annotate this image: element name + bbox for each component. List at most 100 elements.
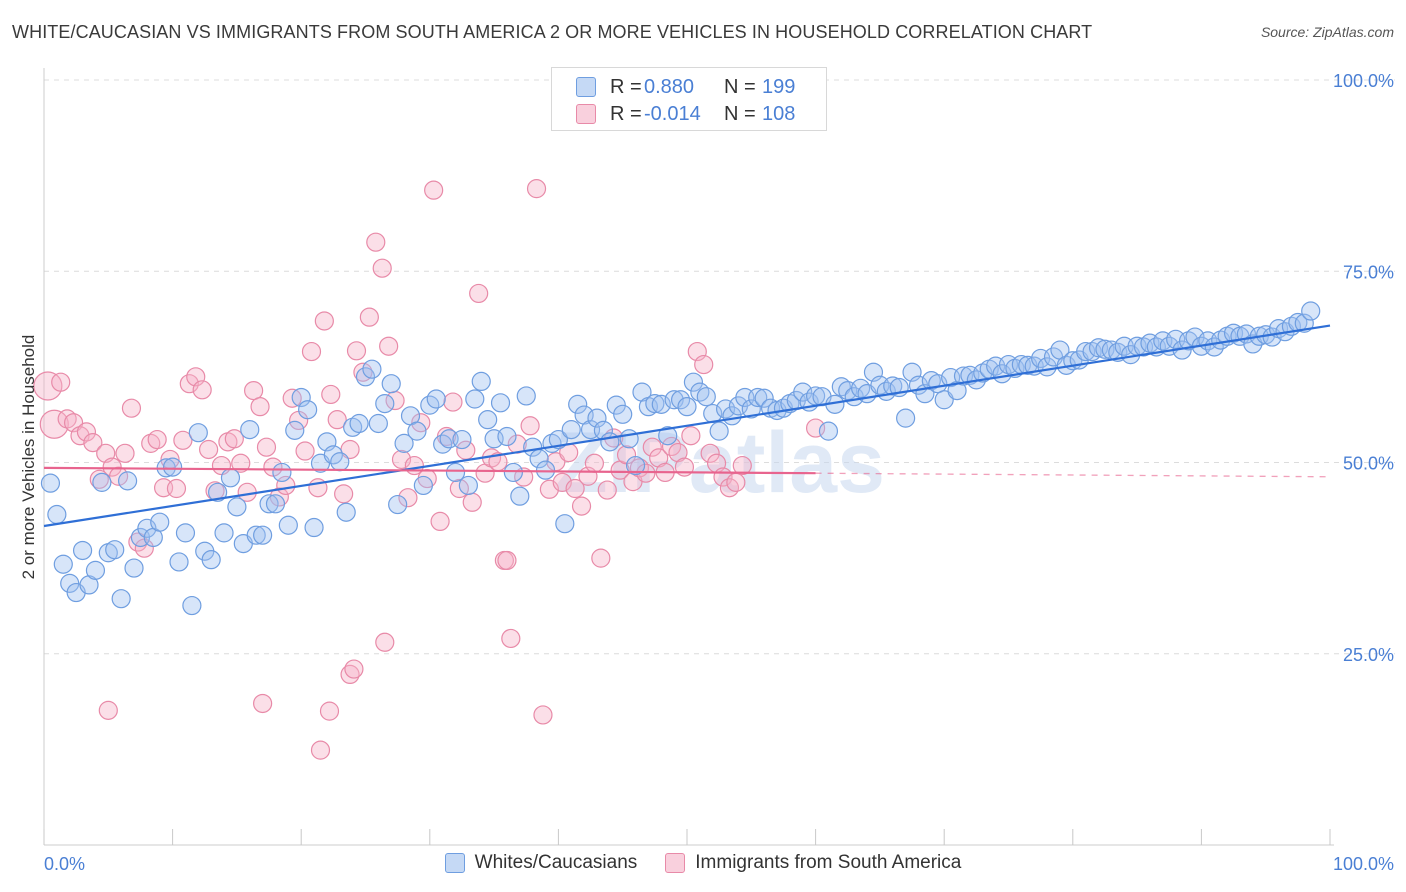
point-whites [433, 434, 453, 454]
point-south-america [366, 232, 386, 252]
point-whites [471, 371, 491, 392]
point-south-america [694, 354, 714, 375]
point-south-america [121, 398, 142, 418]
point-south-america [597, 480, 617, 500]
point-whites [381, 374, 401, 394]
point-whites [600, 432, 620, 452]
legend-row-south-america: R = -0.014 N = 108 [576, 102, 795, 126]
point-whites [240, 420, 260, 440]
point-whites [677, 397, 697, 417]
point-whites [124, 558, 144, 578]
point-whites [253, 525, 273, 545]
point-whites [259, 494, 279, 514]
point-whites [1301, 301, 1321, 321]
series-legend: Whites/Caucasians Immigrants from South … [0, 852, 1406, 874]
point-whites [201, 550, 221, 570]
point-whites [748, 387, 768, 408]
point-whites [793, 382, 813, 402]
trend-line-whites [43, 324, 1331, 528]
point-south-america [700, 443, 720, 463]
point-whites [85, 560, 106, 580]
trend-line-south-america [43, 466, 816, 475]
point-whites [465, 389, 485, 409]
point-whites [883, 376, 903, 396]
point-south-america [526, 179, 547, 199]
legend-n-label: N = [724, 102, 756, 125]
point-whites [227, 497, 247, 517]
point-south-america [250, 397, 270, 417]
point-south-america [173, 430, 193, 450]
legend-n-label: N = [724, 75, 756, 98]
point-whites [362, 359, 382, 379]
chart-title: WHITE/CAUCASIAN VS IMMIGRANTS FROM SOUTH… [12, 22, 1093, 42]
legend-r-label: R = [610, 102, 642, 125]
point-whites [818, 421, 839, 441]
point-whites [458, 475, 478, 496]
point-south-america [424, 180, 444, 200]
point-whites [568, 394, 588, 414]
point-whites [375, 393, 395, 414]
point-south-america [115, 443, 135, 463]
point-south-america [430, 511, 450, 532]
point-south-america [719, 478, 740, 498]
point-south-america [301, 341, 322, 362]
point-south-america [98, 700, 118, 720]
point-south-america [192, 380, 212, 400]
point-south-america [344, 659, 364, 679]
legend-label-whites: Whites/Caucasians [474, 852, 638, 873]
point-south-america [591, 548, 611, 568]
point-whites [896, 408, 916, 428]
point-whites [658, 426, 678, 446]
point-south-america [359, 307, 379, 327]
point-whites [214, 523, 234, 543]
point-whites [478, 410, 498, 430]
point-whites [208, 482, 228, 502]
point-south-america [497, 550, 517, 571]
point-whites [516, 386, 536, 406]
point-south-america [263, 457, 283, 477]
point-whites [47, 504, 67, 525]
point-whites [497, 426, 517, 447]
legend-swatch-south-america [665, 853, 686, 873]
point-south-america [443, 392, 463, 412]
point-south-america [681, 426, 701, 446]
point-whites [355, 367, 376, 387]
point-whites [246, 525, 266, 545]
point-whites [298, 400, 318, 420]
point-whites [349, 413, 369, 434]
legend-n-value: 199 [762, 75, 796, 98]
point-south-america [83, 433, 103, 453]
legend-r-label: R = [610, 75, 642, 98]
point-whites [368, 413, 388, 434]
y-tick-label: 25.0% [1343, 645, 1394, 665]
point-whites [555, 514, 575, 534]
point-whites [407, 421, 427, 441]
point-whites [445, 462, 466, 483]
point-whites [330, 452, 350, 472]
point-south-america [636, 463, 656, 483]
point-south-america [253, 693, 273, 714]
point-south-america [33, 371, 63, 401]
point-south-america [642, 437, 662, 457]
point-whites [169, 552, 189, 572]
point-whites [683, 372, 704, 392]
point-whites [304, 517, 324, 538]
point-south-america [398, 488, 418, 508]
point-whites [285, 420, 305, 440]
axes [43, 68, 1334, 846]
legend-r-value: 0.880 [644, 75, 695, 98]
point-whites [1076, 341, 1096, 362]
point-whites [117, 471, 138, 491]
point-south-america [340, 664, 360, 685]
point-south-america [501, 628, 521, 649]
point-whites [535, 460, 556, 480]
point-whites [150, 512, 170, 532]
point-whites [175, 523, 196, 543]
legend-item-whites: Whites/Caucasians [444, 852, 638, 874]
point-whites [651, 394, 671, 414]
legend-n-value: 108 [762, 102, 796, 125]
point-south-america [372, 258, 392, 278]
point-whites [188, 423, 208, 443]
point-south-america [334, 484, 354, 504]
point-south-america [76, 422, 97, 442]
